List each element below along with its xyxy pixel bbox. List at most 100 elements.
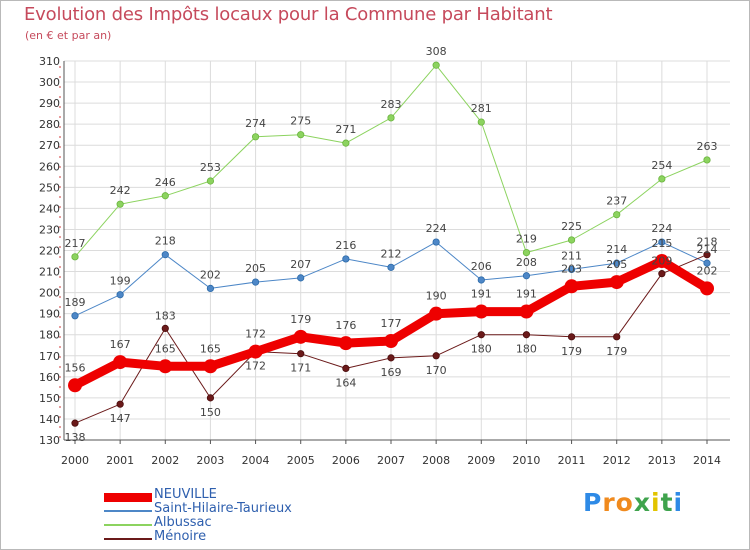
data-point bbox=[206, 394, 215, 402]
data-point bbox=[477, 276, 485, 284]
data-label: 283 bbox=[381, 98, 402, 111]
data-label: 281 bbox=[471, 102, 492, 115]
logo-letter: t bbox=[660, 488, 674, 517]
data-label: 224 bbox=[651, 222, 672, 235]
data-point bbox=[113, 355, 128, 370]
data-label: 176 bbox=[335, 319, 356, 332]
logo-letter: r bbox=[602, 488, 616, 517]
data-label: 214 bbox=[697, 243, 718, 256]
data-label: 206 bbox=[471, 260, 492, 273]
x-tick-label: 2008 bbox=[422, 454, 450, 467]
data-label: 214 bbox=[606, 243, 627, 256]
data-point bbox=[432, 238, 440, 246]
data-label: 209 bbox=[651, 255, 672, 268]
data-label: 217 bbox=[65, 237, 86, 250]
data-label: 167 bbox=[110, 338, 131, 351]
data-point bbox=[429, 306, 444, 321]
data-point bbox=[703, 156, 711, 164]
data-point bbox=[658, 270, 666, 278]
data-point bbox=[297, 350, 305, 358]
data-point bbox=[297, 274, 305, 282]
logo-letter: x bbox=[633, 488, 651, 517]
data-label: 170 bbox=[426, 364, 447, 377]
data-point bbox=[251, 133, 260, 141]
data-point bbox=[71, 253, 79, 261]
data-point bbox=[251, 278, 260, 286]
data-label: 202 bbox=[697, 264, 718, 277]
legend-swatch bbox=[104, 492, 152, 502]
data-label: 205 bbox=[606, 258, 627, 271]
x-tick-label: 2009 bbox=[467, 454, 495, 467]
data-label: 219 bbox=[516, 233, 537, 246]
x-tick-label: 2006 bbox=[332, 454, 360, 467]
data-point bbox=[161, 251, 169, 259]
data-label: 165 bbox=[200, 342, 221, 355]
data-point bbox=[613, 211, 621, 219]
data-point bbox=[71, 312, 79, 320]
x-tick-label: 2004 bbox=[242, 454, 270, 467]
data-label: 171 bbox=[290, 362, 311, 375]
y-tick-label: 280 bbox=[39, 118, 60, 131]
y-tick-label: 240 bbox=[39, 202, 60, 215]
data-point bbox=[522, 249, 531, 257]
data-label: 180 bbox=[516, 343, 537, 356]
y-tick-label: 200 bbox=[39, 287, 60, 300]
data-label: 253 bbox=[200, 161, 221, 174]
y-tick-label: 210 bbox=[39, 266, 60, 279]
data-point bbox=[703, 251, 711, 259]
data-label: 190 bbox=[426, 290, 447, 303]
data-label: 172 bbox=[245, 328, 266, 341]
data-label: 271 bbox=[335, 123, 356, 136]
data-point bbox=[567, 333, 576, 341]
data-label: 237 bbox=[606, 195, 627, 208]
data-point bbox=[477, 331, 485, 339]
y-tick-label: 170 bbox=[39, 350, 60, 363]
data-point bbox=[116, 200, 124, 208]
data-point bbox=[654, 254, 669, 269]
data-label: 191 bbox=[471, 288, 492, 301]
y-tick-label: 180 bbox=[39, 329, 60, 342]
data-point bbox=[158, 359, 173, 374]
data-label: 308 bbox=[426, 45, 447, 58]
logo-letter: i bbox=[651, 488, 661, 517]
data-point bbox=[658, 238, 666, 246]
x-tick-label: 2001 bbox=[106, 454, 134, 467]
x-tick-label: 2003 bbox=[196, 454, 224, 467]
data-label: 215 bbox=[651, 237, 672, 250]
data-label: 205 bbox=[245, 262, 266, 275]
data-label: 169 bbox=[381, 366, 402, 379]
legend-swatch bbox=[104, 524, 152, 526]
data-point bbox=[116, 291, 124, 299]
data-point bbox=[609, 275, 624, 290]
data-point bbox=[71, 419, 79, 427]
y-tick-label: 160 bbox=[39, 371, 60, 384]
data-point bbox=[387, 354, 395, 362]
x-tick-label: 2013 bbox=[648, 454, 676, 467]
data-label: 218 bbox=[155, 235, 176, 248]
data-label: 191 bbox=[516, 288, 537, 301]
data-label: 218 bbox=[697, 236, 718, 249]
data-label: 202 bbox=[200, 268, 221, 281]
y-tick-label: 270 bbox=[39, 139, 60, 152]
data-point bbox=[613, 333, 621, 341]
data-point bbox=[203, 359, 218, 374]
x-tick-label: 2010 bbox=[512, 454, 540, 467]
data-label: 180 bbox=[471, 343, 492, 356]
x-tick-label: 2005 bbox=[287, 454, 315, 467]
data-label: 199 bbox=[110, 275, 131, 288]
logo-letter: P bbox=[583, 488, 603, 517]
y-tick-label: 260 bbox=[39, 160, 60, 173]
legend-label: Ménoire bbox=[154, 529, 207, 544]
data-point bbox=[161, 192, 169, 200]
data-point bbox=[567, 236, 576, 244]
legend-label: NEUVILLE bbox=[154, 487, 217, 502]
data-point bbox=[68, 378, 82, 393]
data-label: 156 bbox=[65, 361, 86, 374]
chart-subtitle: (en € et par an) bbox=[25, 29, 112, 42]
data-label: 150 bbox=[200, 406, 221, 419]
data-point bbox=[387, 114, 395, 122]
data-label: 207 bbox=[290, 258, 311, 271]
data-point bbox=[338, 336, 353, 351]
data-point bbox=[206, 284, 215, 292]
